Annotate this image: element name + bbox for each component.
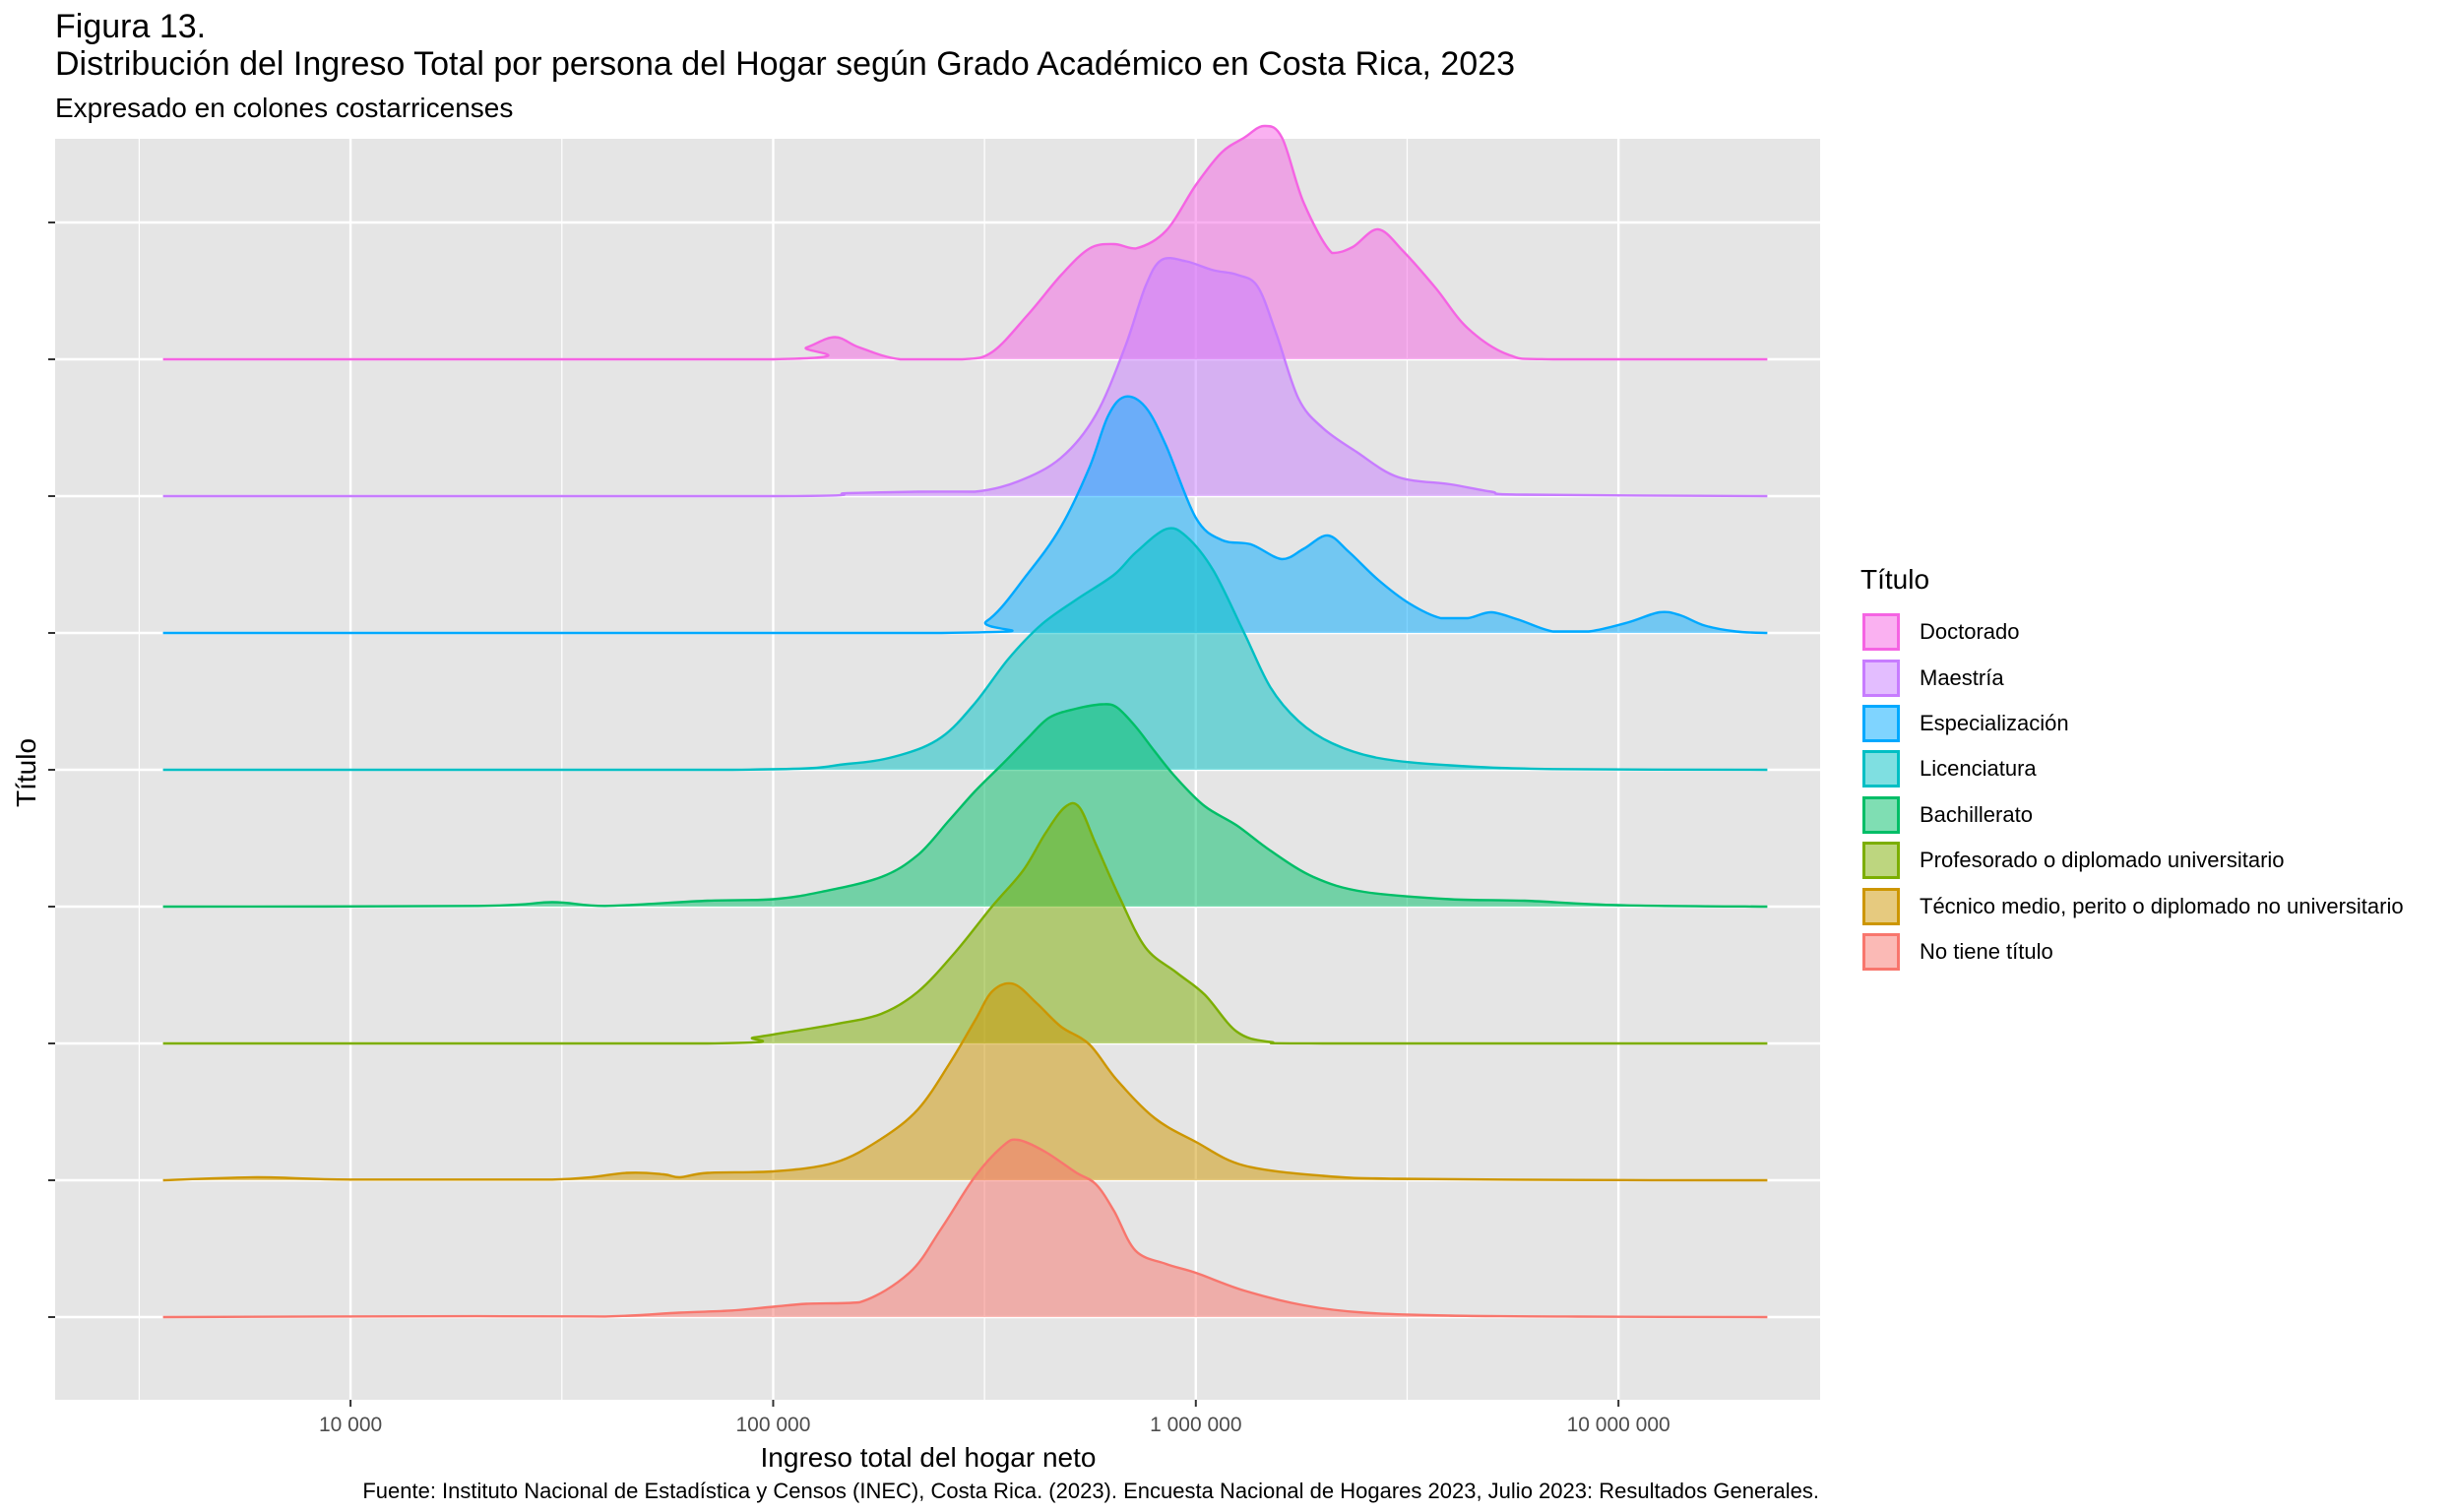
legend-swatch (1862, 659, 1900, 697)
ridge-line-bachillerato (162, 703, 1768, 909)
ridge-area-bachillerato (162, 704, 1768, 907)
legend-swatch (1862, 887, 1900, 925)
x-tick-label: 100 000 (735, 1414, 810, 1436)
legend-items: Doctorado Maestría Especialización Licencia… (1860, 609, 2404, 975)
legend-swatch (1862, 795, 1900, 834)
legend-swatch (1862, 932, 1900, 971)
legend-item: Licenciatura (1860, 746, 2404, 791)
ridge-area-licenciatura (162, 528, 1768, 770)
legend-item: Bachillerato (1860, 792, 2404, 838)
legend-label: Profesorado o diplomado universitario (1920, 848, 2285, 873)
ridge-area-doctorado (162, 125, 1768, 359)
y-axis-label: Título (11, 738, 41, 807)
figure-label: Figura 13. (55, 8, 207, 45)
legend-label: Técnico medio, perito o diplomado no uni… (1920, 893, 2404, 918)
ridge-area-tecnico-medio-perito-o-diplomado-no-universitario (162, 982, 1768, 1180)
legend-item: Profesorado o diplomado universitario (1860, 838, 2404, 883)
ridge-line-licenciatura (162, 527, 1768, 772)
series-layer (162, 124, 1768, 1319)
legend-item: Doctorado (1860, 609, 2404, 655)
ridge-line-doctorado (162, 124, 1768, 361)
ridge-area-no-tiene-titulo (162, 1139, 1768, 1317)
legend-item: Maestría (1860, 655, 2404, 700)
x-axis-label: Ingreso total del hogar neto (761, 1442, 1097, 1473)
ridge-area-especializacion (162, 396, 1768, 633)
ridge-area-profesorado-o-diplomado-universitario (162, 802, 1768, 1043)
legend-label: No tiene título (1920, 938, 2053, 964)
source-caption: Fuente: Instituto Nacional de Estadístic… (362, 1479, 1819, 1503)
ridge-line-maestria (162, 256, 1768, 498)
legend-label: Doctorado (1920, 619, 2020, 645)
chart-title: Distribución del Ingreso Total por perso… (55, 45, 1516, 83)
legend-swatch (1862, 613, 1900, 652)
legend-swatch (1862, 704, 1900, 742)
legend: Título Doctorado Maestría Especialización L… (1860, 564, 2404, 975)
x-tick-label: 10 000 (319, 1414, 382, 1436)
legend-title: Título (1860, 564, 1930, 595)
ridge-line-profesorado-o-diplomado-universitario (162, 801, 1768, 1045)
ridge-line-no-tiene-titulo (162, 1138, 1768, 1319)
legend-label: Especialización (1920, 710, 2069, 735)
legend-swatch (1862, 750, 1900, 788)
legend-label: Maestría (1920, 664, 2004, 690)
legend-swatch (1862, 842, 1900, 880)
x-tick-label: 1 000 000 (1150, 1414, 1241, 1436)
ridge-line-tecnico-medio-perito-o-diplomado-no-universitario (162, 981, 1768, 1182)
ridge-line-especializacion (162, 395, 1768, 635)
legend-item: Técnico medio, perito o diplomado no uni… (1860, 883, 2404, 928)
legend-item: Especialización (1860, 701, 2404, 746)
x-tick-label: 10 000 000 (1567, 1414, 1670, 1436)
legend-label: Bachillerato (1920, 801, 2033, 827)
axes: 10 000 100 000 1 000 000 10 000 000 (48, 221, 1670, 1436)
legend-label: Licenciatura (1920, 756, 2037, 782)
chart-subtitle: Expresado en colones costarricenses (55, 93, 514, 123)
legend-item: No tiene título (1860, 929, 2404, 975)
